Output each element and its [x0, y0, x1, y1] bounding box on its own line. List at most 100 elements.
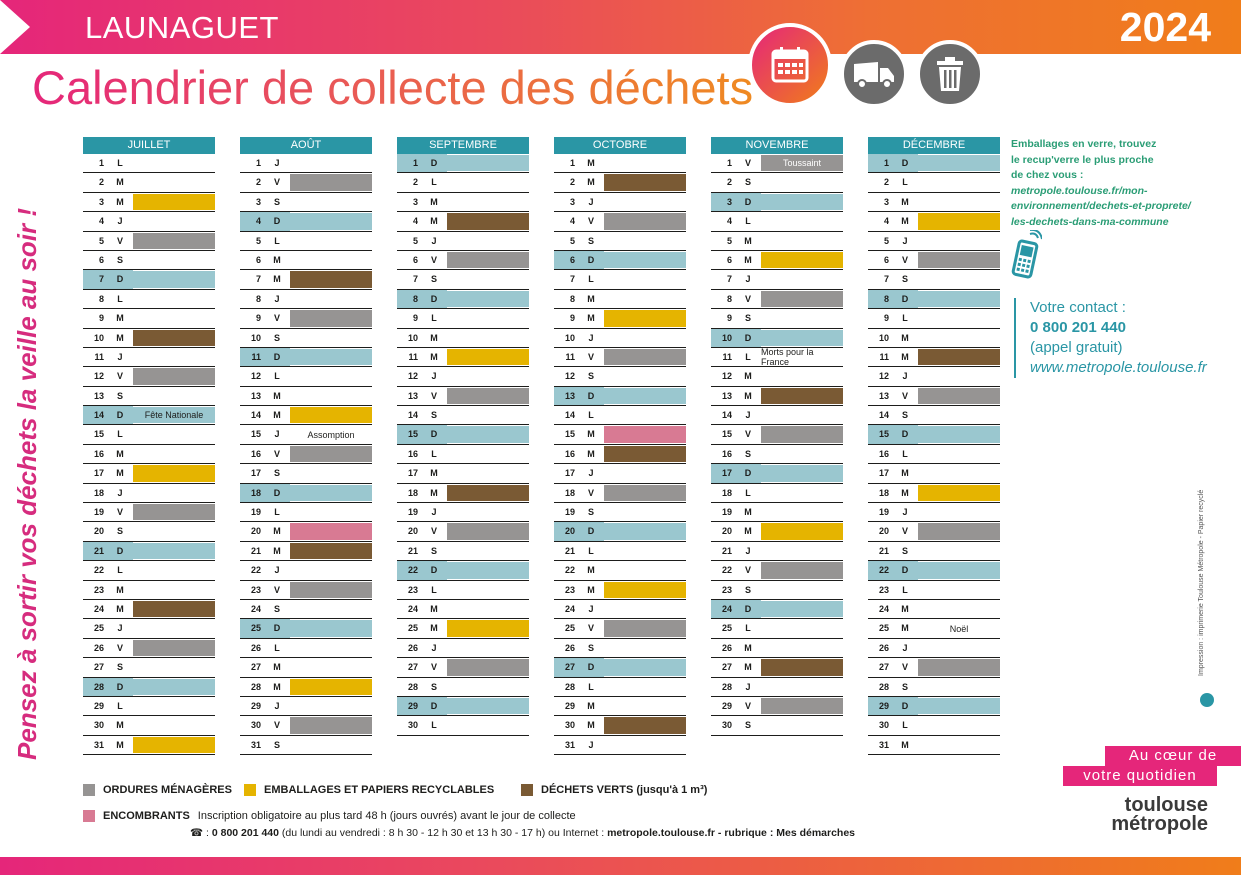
day-letter: L — [274, 235, 280, 246]
trash-bin-icon — [916, 40, 984, 108]
day-cell — [918, 679, 1000, 695]
day-letter: V — [744, 565, 751, 576]
day-cell — [447, 562, 529, 579]
day-cell — [918, 174, 1000, 190]
day-row: 17 M — [868, 464, 1000, 484]
day-number: 5 — [255, 235, 261, 246]
day-letter: M — [901, 487, 909, 498]
day-number: 29 — [868, 696, 892, 716]
day-number: 31 — [93, 739, 104, 750]
day-number: 26 — [564, 642, 575, 653]
day-letter: L — [902, 584, 908, 595]
day-cell — [604, 251, 686, 269]
day-letter: M — [430, 351, 438, 362]
day-number: 15 — [721, 429, 732, 440]
day-letter: M — [901, 603, 909, 614]
day-letter: S — [587, 371, 594, 382]
day-row: 19 M — [711, 503, 843, 523]
day-letter: S — [744, 448, 751, 459]
day-number: 2 — [726, 177, 732, 188]
day-row: 19 J — [868, 503, 1000, 523]
collection-cell-grey — [918, 251, 1000, 269]
day-number: 3 — [569, 196, 575, 207]
day-letter: S — [430, 545, 437, 556]
day-cell — [290, 562, 372, 578]
day-letter: S — [744, 177, 751, 188]
day-row: 31 J — [554, 736, 686, 756]
day-letter: D — [264, 483, 290, 503]
day-row: 26 L — [240, 639, 372, 659]
day-number: 11 — [94, 351, 104, 362]
day-number: 26 — [878, 642, 889, 653]
day-letter: D — [578, 250, 604, 270]
day-number: 16 — [564, 448, 575, 459]
day-number: 11 — [408, 351, 418, 362]
day-letter: M — [116, 332, 124, 343]
day-number: 10 — [878, 332, 889, 343]
day-number: 5 — [569, 235, 575, 246]
info-line: de chez vous : — [1011, 169, 1084, 181]
day-row: 26 J — [868, 639, 1000, 659]
day-cell — [133, 678, 215, 695]
day-letter: D — [264, 619, 290, 638]
day-row: 30 S — [711, 716, 843, 736]
day-number: 9 — [255, 313, 261, 324]
day-row: 17 D — [711, 464, 843, 484]
collection-cell-grey — [604, 484, 686, 502]
day-row: 30 M — [554, 716, 686, 736]
day-letter: J — [431, 235, 437, 246]
info-link[interactable]: les-dechets-dans-ma-commune — [1011, 215, 1169, 228]
day-letter: L — [588, 274, 594, 285]
day-number: 12 — [564, 371, 575, 382]
day-number: 5 — [98, 235, 104, 246]
contact-label: Votre contact : — [1030, 299, 1126, 316]
day-number: 14 — [721, 410, 732, 421]
day-row: 22 L — [83, 561, 215, 581]
day-row: 12 V — [83, 367, 215, 387]
day-letter: J — [745, 681, 751, 692]
info-link[interactable]: metropole.toulouse.fr/mon- — [1011, 184, 1148, 197]
legend-phone-number[interactable]: 0 800 201 440 — [211, 827, 279, 839]
day-number: 9 — [98, 313, 104, 324]
day-letter: V — [744, 429, 751, 440]
day-row: 27 V — [397, 658, 529, 678]
day-cell — [290, 348, 372, 366]
day-letter: M — [116, 603, 124, 614]
day-letter: M — [430, 196, 438, 207]
collection-cell-grey — [290, 717, 372, 734]
contact-website[interactable]: www.metropole.toulouse.fr — [1030, 359, 1207, 376]
info-link[interactable]: environnement/dechets-et-proprete/ — [1011, 200, 1191, 212]
top-banner — [0, 0, 1241, 54]
day-cell — [761, 582, 843, 598]
day-number: 9 — [569, 313, 575, 324]
legend-web[interactable]: metropole.toulouse.fr - rubrique : Mes d… — [607, 827, 856, 839]
day-number: 19 — [564, 507, 575, 518]
month-column: DÉCEMBRE 1 D 2 L 3 M 4 M 5 J 6 V 7 S 8 D 9 L 10 M 11 M 12 J 13 V 14… — [868, 137, 1000, 756]
day-cell: Morts pour la France — [761, 347, 843, 367]
day-cell — [447, 640, 529, 656]
day-number: 30 — [564, 720, 575, 731]
day-letter: S — [901, 410, 908, 421]
day-cell — [761, 620, 843, 636]
day-row: 25 M Noël — [868, 619, 1000, 639]
day-letter: S — [430, 681, 437, 692]
day-letter: D — [578, 386, 604, 406]
collection-cell-yellow — [604, 310, 686, 327]
day-number: 27 — [93, 662, 104, 673]
day-row: 14 D Fête Nationale — [83, 406, 215, 426]
legend-phone-hours: (du lundi au vendredi : 8 h 30 - 12 h 30… — [281, 827, 605, 839]
day-row: 14 S — [397, 406, 529, 426]
collection-cell-yellow — [133, 465, 215, 482]
collection-cell-yellow — [290, 407, 372, 424]
contact-phone[interactable]: 0 800 201 440 — [1030, 319, 1126, 336]
collection-cell-grey — [761, 290, 843, 308]
day-number: 22 — [721, 565, 732, 576]
day-cell — [290, 252, 372, 268]
month-header: OCTOBRE — [554, 137, 686, 154]
